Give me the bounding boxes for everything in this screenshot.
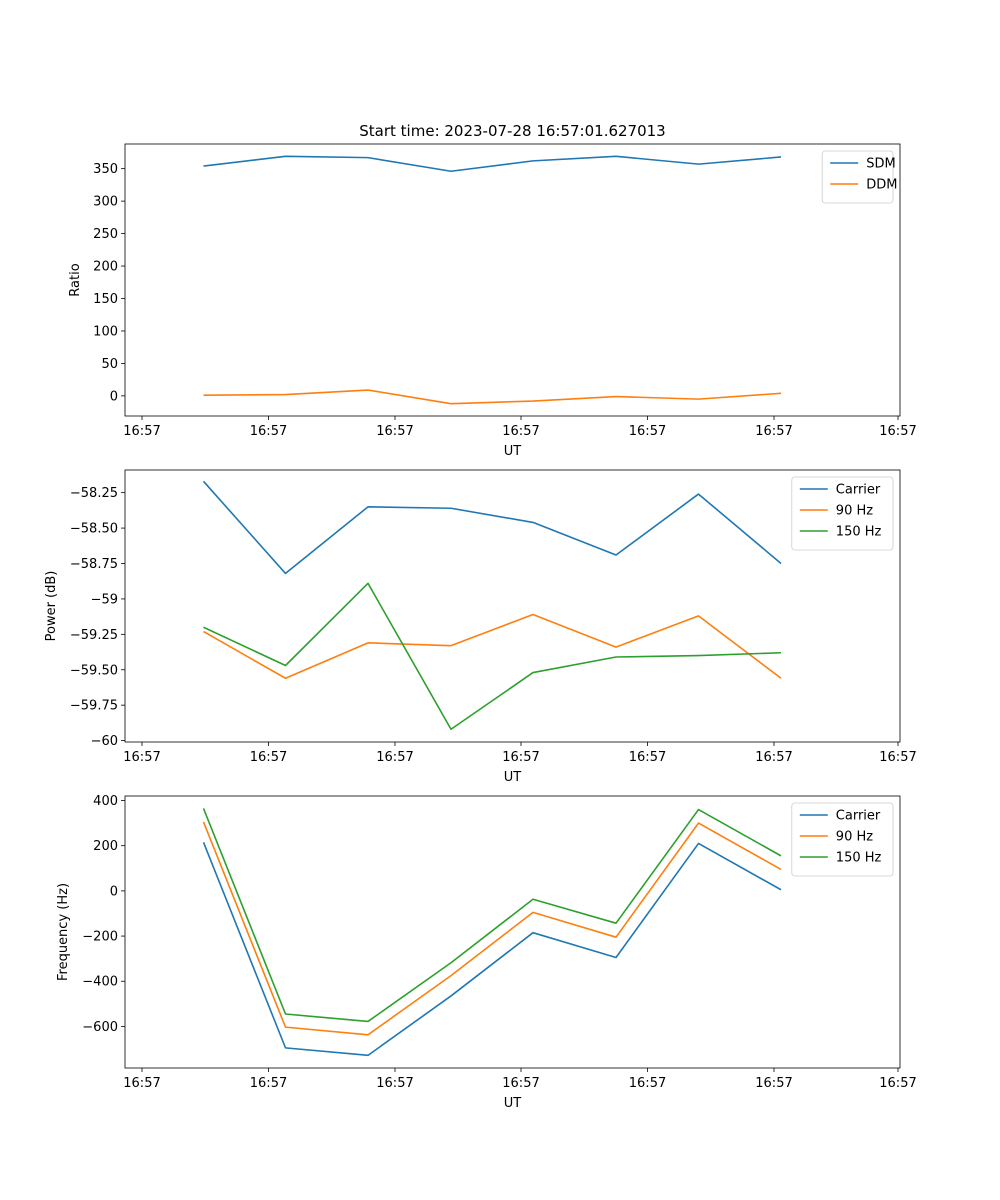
series-line-sdm — [203, 155, 782, 173]
y-tick-label: −59 — [91, 592, 118, 607]
y-axis-label: Power (dB) — [44, 571, 59, 642]
y-tick-label: 50 — [101, 357, 118, 372]
y-tick-label: 350 — [93, 162, 118, 177]
x-tick-label: 16:57 — [376, 750, 413, 765]
y-tick-label: −600 — [82, 1020, 118, 1035]
legend-label: DDM — [866, 178, 897, 193]
x-axis-label: UT — [504, 770, 522, 785]
y-tick-label: 100 — [93, 324, 118, 339]
series-line-90-hz — [202, 821, 782, 1036]
chart-title: Start time: 2023-07-28 16:57:01.627013 — [359, 122, 665, 140]
x-tick-label: 16:57 — [629, 1076, 666, 1091]
legend-label: SDM — [866, 157, 895, 172]
y-tick-label: −59.75 — [70, 699, 118, 714]
y-axis-label: Frequency (Hz) — [56, 883, 71, 981]
x-tick-label: 16:57 — [123, 1076, 160, 1091]
plot-frame — [124, 143, 901, 417]
y-tick-label: −60 — [91, 734, 118, 749]
y-tick-label: 400 — [93, 794, 118, 809]
x-tick-label: 16:57 — [755, 1076, 792, 1091]
x-tick-label: 16:57 — [629, 424, 666, 439]
subplot-2: 16:57 16:57 16:57 16:57 16:57 16:57 16:57 UT −60… — [44, 469, 917, 785]
x-tick-label: 16:57 — [376, 424, 413, 439]
y-tick-label: −58.25 — [70, 486, 118, 501]
legend-label: 150 Hz — [836, 525, 882, 540]
subplot-1: 16:57 16:57 16:57 16:57 16:57 16:57 16:57 UT 0 50… — [68, 143, 917, 459]
y-tick-label: −400 — [82, 975, 118, 990]
x-tick-label: 16:57 — [123, 424, 160, 439]
x-tick-label: 16:57 — [879, 424, 916, 439]
y-tick-label: −59.25 — [70, 628, 118, 643]
subplot-3: 16:57 16:57 16:57 16:57 16:57 16:57 16:57 UT −60… — [56, 794, 917, 1111]
plot-frame — [124, 795, 901, 1069]
y-tick-label: 0 — [110, 884, 118, 899]
y-axis-label: Ratio — [68, 263, 83, 296]
y-tick-label: 200 — [93, 839, 118, 854]
x-tick-label: 16:57 — [502, 750, 539, 765]
x-axis-label: UT — [504, 444, 522, 459]
legend-label: 150 Hz — [836, 851, 882, 866]
y-tick-label: 250 — [93, 227, 118, 242]
y-tick-label: −58.75 — [70, 557, 118, 572]
legend-label: Carrier — [836, 809, 881, 824]
series-line-carrier — [202, 842, 782, 1057]
legend-label: 90 Hz — [836, 504, 873, 519]
y-tick-label: −58.50 — [70, 522, 118, 537]
legend-box — [821, 150, 894, 204]
x-tick-label: 16:57 — [376, 1076, 413, 1091]
series-line-150-hz — [202, 808, 782, 1023]
legend-label: 90 Hz — [836, 830, 873, 845]
series-line-90-hz — [203, 613, 782, 680]
series-line-150-hz — [203, 582, 782, 731]
y-tick-label: −59.50 — [70, 663, 118, 678]
x-tick-label: 16:57 — [755, 424, 792, 439]
legend-label: Carrier — [836, 483, 881, 498]
x-tick-label: 16:57 — [879, 1076, 916, 1091]
x-tick-label: 16:57 — [250, 424, 287, 439]
plot-frame — [124, 469, 901, 743]
x-tick-label: 16:57 — [502, 1076, 539, 1091]
x-tick-label: 16:57 — [879, 750, 916, 765]
x-tick-label: 16:57 — [502, 424, 539, 439]
axes-container: 16:57 16:57 16:57 16:57 16:57 16:57 16:57 UT 0 50… — [44, 143, 917, 1111]
x-tick-label: 16:57 — [755, 750, 792, 765]
y-tick-label: 300 — [93, 195, 118, 210]
y-tick-label: 200 — [93, 260, 118, 275]
y-tick-label: −200 — [82, 930, 118, 945]
x-tick-label: 16:57 — [250, 1076, 287, 1091]
x-axis-label: UT — [504, 1096, 522, 1111]
x-tick-label: 16:57 — [250, 750, 287, 765]
series-line-ddm — [203, 389, 782, 405]
y-tick-label: 150 — [93, 292, 118, 307]
series-line-carrier — [202, 480, 782, 575]
y-tick-label: 0 — [110, 389, 118, 404]
x-tick-label: 16:57 — [629, 750, 666, 765]
x-tick-label: 16:57 — [123, 750, 160, 765]
